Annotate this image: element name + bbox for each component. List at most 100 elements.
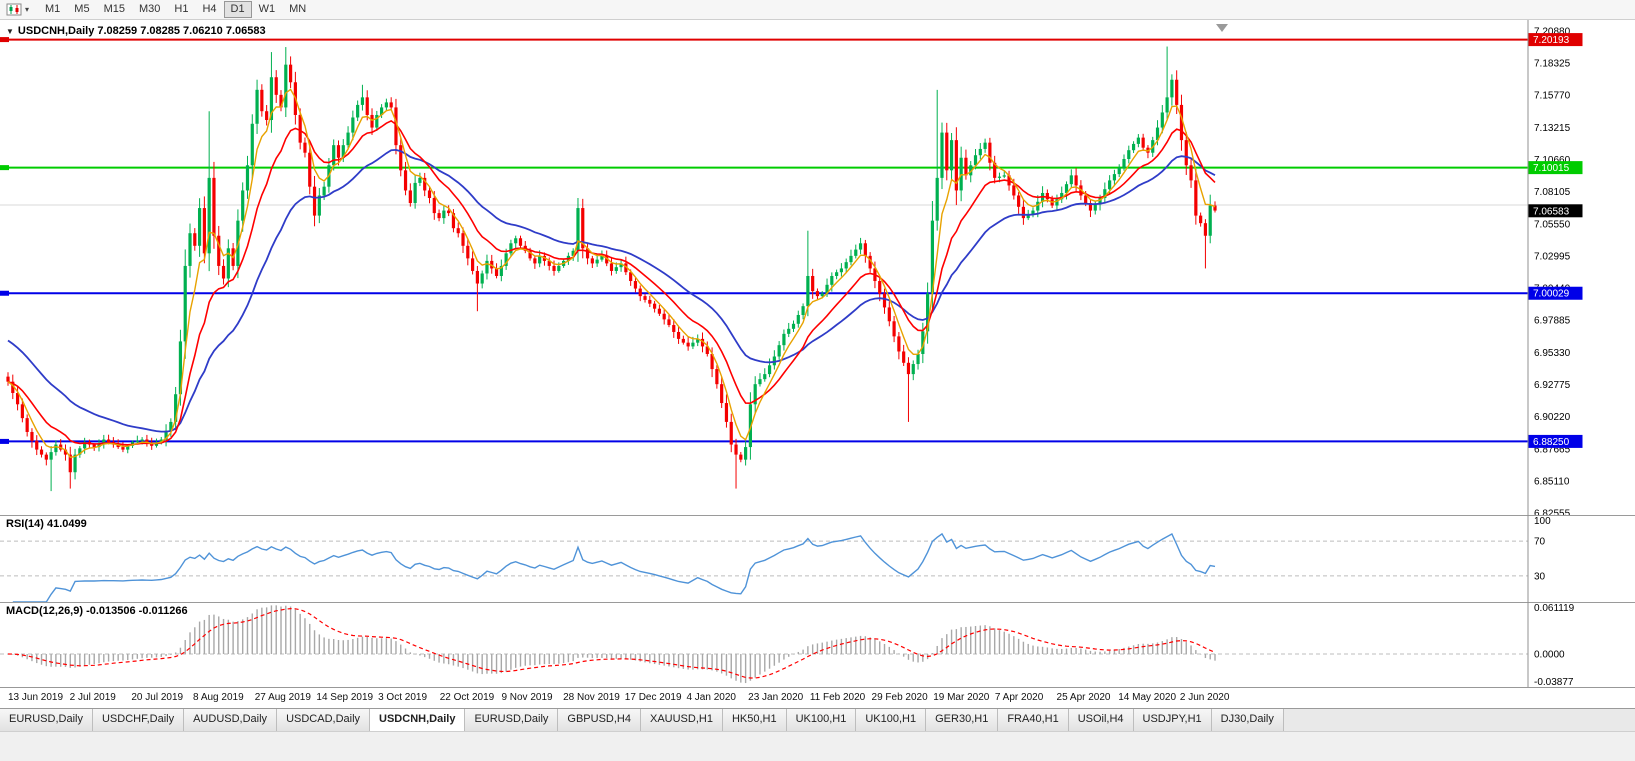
price-axis-label: 7.13215 [1534, 123, 1571, 134]
macd-histogram [7, 605, 1216, 684]
date-axis[interactable]: 13 Jun 2019 2 Jul 2019 20 Jul 2019 8 Aug 20… [0, 687, 1635, 708]
price-axis-label: 6.90220 [1534, 412, 1571, 423]
price-axis-label: 6.92775 [1534, 380, 1571, 391]
chart-shift-marker-icon[interactable] [1216, 24, 1228, 32]
price-tag [1528, 33, 1583, 47]
date-axis-label: 9 Nov 2019 [501, 692, 553, 703]
price-tag [1528, 204, 1583, 218]
hline-left-handle [0, 438, 9, 444]
price-axis-label: 7.15770 [1534, 91, 1571, 102]
chart-tab-USDJPY-H1[interactable]: USDJPY,H1 [1133, 709, 1212, 731]
price-tag [1528, 434, 1583, 448]
ma-fast-line [7, 88, 1216, 459]
date-axis-label: 8 Aug 2019 [193, 692, 244, 703]
chart-tab-GBPUSD-H4[interactable]: GBPUSD,H4 [558, 709, 641, 731]
hline-left-handle [0, 37, 9, 43]
rsi-label: RSI(14) 41.0499 [6, 518, 87, 530]
date-axis-label: 4 Jan 2020 [686, 692, 736, 703]
chart-tab-EURUSD-Daily[interactable]: EURUSD,Daily [0, 709, 93, 731]
price-axis-label: 7.08105 [1534, 187, 1571, 198]
timeframe-button-H4[interactable]: H4 [202, 3, 217, 15]
timeframe-button-D1[interactable]: D1 [223, 1, 252, 18]
chart-tab-HK50-H1[interactable]: HK50,H1 [722, 709, 787, 731]
timeframe-button-M15[interactable]: M15 [103, 3, 125, 15]
chart-tab-USOil-H4[interactable]: USOil,H4 [1068, 709, 1134, 731]
date-axis-label: 13 Jun 2019 [8, 692, 64, 703]
chart-type-icon[interactable] [6, 3, 22, 16]
chart-tab-FRA40-H1[interactable]: FRA40,H1 [998, 709, 1069, 731]
price-axis-label: 6.82555 [1534, 509, 1571, 515]
macd-axis-label: 0.061119 [1534, 603, 1575, 614]
rsi-canvas: 100 70 30 [0, 515, 1635, 602]
main-price-chart[interactable]: 7.20880 7.18325 7.15770 7.13215 7.10660 7.081… [0, 20, 1635, 515]
chart-tab-USDCNH-Daily[interactable]: USDCNH,Daily [370, 709, 466, 731]
date-axis-label: 29 Feb 2020 [871, 692, 928, 703]
chart-tab-UK100-H1[interactable]: UK100,H1 [786, 709, 857, 731]
macd-indicator-panel[interactable]: 0.061119 0.0000 -0.03877 MACD(12,26,9) -0.… [0, 602, 1635, 687]
price-axis-label: 6.95330 [1534, 348, 1571, 359]
date-axis-label: 7 Apr 2020 [994, 692, 1044, 703]
price-axis-label: 7.02995 [1534, 251, 1571, 262]
price-axis-label: 6.87665 [1534, 444, 1571, 455]
timeframe-button-MN[interactable]: MN [289, 3, 307, 15]
timeframe-button-H1[interactable]: H1 [174, 3, 189, 15]
symbol-ohlc-label: USDCNH,Daily 7.08259 7.08285 7.06210 7.0… [17, 25, 266, 37]
date-axis-label: 3 Oct 2019 [378, 692, 427, 703]
chart-tab-UK100-H1[interactable]: UK100,H1 [856, 709, 927, 731]
ma-slow-line [7, 148, 1216, 433]
price-axis-label: 6.97885 [1534, 316, 1571, 327]
macd-axis-label: -0.03877 [1534, 677, 1574, 687]
chart-tab-AUDUSD-Daily[interactable]: AUDUSD,Daily [184, 709, 278, 731]
macd-label: MACD(12,26,9) -0.013506 -0.011266 [6, 605, 188, 617]
rsi-line [12, 532, 1216, 602]
chart-header: ▼ USDCNH,Daily 7.08259 7.08285 7.06210 7.… [6, 25, 266, 37]
hline-left-handle [0, 165, 9, 171]
timeframe-button-M5[interactable]: M5 [74, 3, 90, 15]
ma-mid-line [7, 119, 1216, 446]
date-axis-label: 27 Aug 2019 [254, 692, 311, 703]
macd-axis-label: 0.0000 [1534, 650, 1565, 661]
price-tag [1528, 286, 1583, 300]
date-axis-label: 28 Nov 2019 [563, 692, 620, 703]
price-tag-label: 7.06583 [1533, 206, 1570, 217]
chart-tab-USDCAD-Daily[interactable]: USDCAD,Daily [277, 709, 371, 731]
macd-canvas: 0.061119 0.0000 -0.03877 [0, 602, 1635, 687]
price-tag-label: 7.20193 [1533, 35, 1570, 46]
date-axis-label: 17 Dec 2019 [624, 692, 682, 703]
hline-left-handle [0, 290, 9, 296]
price-tag-label: 6.88250 [1533, 437, 1570, 448]
price-tag-label: 7.10015 [1533, 163, 1570, 174]
chart-tab-bar: EURUSD,Daily USDCHF,Daily AUDUSD,Daily USDC… [0, 708, 1635, 731]
price-tag [1528, 161, 1583, 175]
symbol-dropdown-icon[interactable]: ▼ [6, 27, 14, 36]
date-axis-label: 19 Mar 2020 [933, 692, 990, 703]
rsi-axis-label: 70 [1534, 537, 1546, 548]
date-axis-label: 2 Jul 2019 [69, 692, 116, 703]
chart-tab-USDCHF-Daily[interactable]: USDCHF,Daily [92, 709, 185, 731]
chart-tab-XAUUSD-H1[interactable]: XAUUSD,H1 [640, 709, 723, 731]
chart-tab-EURUSD-Daily[interactable]: EURUSD,Daily [465, 709, 559, 731]
timeframe-button-W1[interactable]: W1 [258, 3, 276, 15]
date-axis-label: 22 Oct 2019 [439, 692, 495, 703]
price-axis-label: 6.85110 [1534, 476, 1570, 487]
price-axis-label: 7.18325 [1534, 59, 1571, 70]
chart-tab-GER30-H1[interactable]: GER30,H1 [926, 709, 999, 731]
date-axis-label: 14 May 2020 [1118, 692, 1177, 703]
rsi-indicator-panel[interactable]: 100 70 30 RSI(14) 41.0499 [0, 515, 1635, 602]
price-axis-label: 7.20880 [1534, 26, 1571, 37]
chart-type-dropdown-icon[interactable]: ▾ [25, 5, 30, 14]
timeframe-buttons: M1 M5 M15 M30 H1 H4 D1 W1 MN [38, 1, 313, 18]
timeframe-toolbar: ▾ M1 M5 M15 M30 H1 H4 D1 W1 MN [0, 0, 1635, 20]
date-axis-label: 20 Jul 2019 [131, 692, 184, 703]
timeframe-button-M1[interactable]: M1 [45, 3, 61, 15]
macd-signal-line [7, 607, 1216, 679]
price-chart-canvas: 7.20880 7.18325 7.15770 7.13215 7.10660 7.081… [0, 20, 1583, 515]
price-tag-label: 7.00029 [1533, 289, 1570, 300]
date-axis-label: 11 Feb 2020 [809, 692, 866, 703]
chart-tab-DJ30-Daily[interactable]: DJ30,Daily [1211, 709, 1284, 731]
timeframe-button-M30[interactable]: M30 [138, 3, 161, 15]
price-axis-label: 7.05550 [1534, 219, 1571, 230]
status-strip [0, 731, 1635, 761]
date-axis-label: 14 Sep 2019 [316, 692, 374, 703]
